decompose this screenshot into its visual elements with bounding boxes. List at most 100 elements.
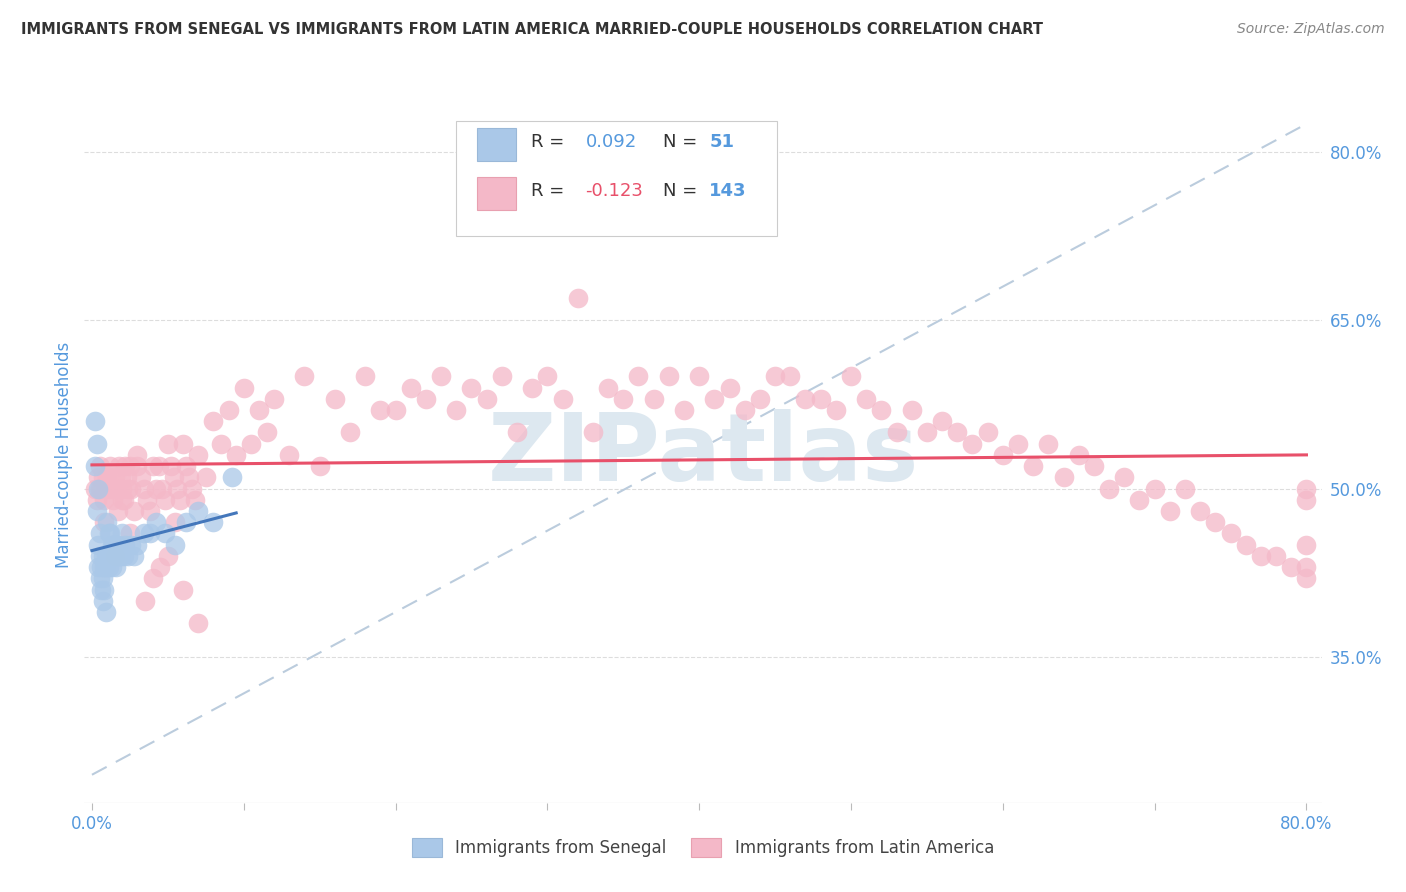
Point [1007, 436, 1029, 450]
Point [127, 459, 149, 474]
Point [1265, 549, 1288, 563]
Point [174, 459, 197, 474]
Point [567, 291, 589, 305]
Point [84, 414, 107, 428]
Point [148, 459, 170, 474]
Point [1234, 538, 1257, 552]
Point [810, 392, 832, 406]
Point [105, 482, 128, 496]
Point [475, 392, 498, 406]
Text: 0.092: 0.092 [585, 133, 637, 151]
Point [1038, 436, 1060, 450]
Point [1295, 571, 1317, 585]
Point [142, 571, 165, 585]
Point [93, 560, 115, 574]
Point [870, 403, 893, 417]
Point [734, 403, 756, 417]
Point [1128, 492, 1150, 507]
Text: N =: N = [664, 133, 703, 151]
Text: -0.123: -0.123 [585, 182, 644, 200]
Point [1159, 504, 1181, 518]
Point [202, 414, 225, 428]
Point [100, 560, 122, 574]
Point [90, 582, 112, 597]
Point [179, 470, 201, 484]
Point [114, 538, 136, 552]
Point [97, 482, 120, 496]
Point [94, 549, 117, 563]
Point [132, 482, 155, 496]
Point [522, 381, 544, 395]
Point [91, 549, 114, 563]
Point [446, 403, 468, 417]
Point [103, 492, 125, 507]
Point [160, 459, 183, 474]
Point [103, 538, 125, 552]
Point [96, 470, 118, 484]
Point [111, 526, 134, 541]
Point [748, 392, 770, 406]
Point [93, 515, 115, 529]
Point [900, 403, 922, 417]
Point [120, 538, 142, 552]
Point [1174, 482, 1197, 496]
Point [491, 369, 513, 384]
Point [598, 381, 620, 395]
Point [1114, 470, 1136, 484]
Point [991, 448, 1014, 462]
Text: N =: N = [664, 182, 703, 200]
Point [87, 482, 110, 496]
Point [194, 470, 217, 484]
Point [91, 594, 114, 608]
Point [232, 381, 254, 395]
Point [110, 470, 132, 484]
Point [582, 425, 605, 440]
Point [354, 369, 377, 384]
Point [142, 459, 165, 474]
Point [169, 492, 191, 507]
Point [643, 392, 665, 406]
Text: 143: 143 [709, 182, 747, 200]
Point [91, 470, 114, 484]
Point [202, 515, 225, 529]
Point [115, 470, 138, 484]
Point [97, 560, 120, 574]
Point [1083, 459, 1105, 474]
Point [962, 436, 984, 450]
Point [104, 470, 127, 484]
Point [117, 549, 139, 563]
Point [104, 549, 127, 563]
Point [209, 436, 232, 450]
Point [87, 470, 110, 484]
Point [187, 616, 209, 631]
Point [240, 436, 263, 450]
Point [256, 425, 278, 440]
Point [132, 526, 155, 541]
Point [172, 436, 194, 450]
Point [1295, 538, 1317, 552]
Point [163, 470, 186, 484]
Point [127, 538, 149, 552]
Point [839, 369, 862, 384]
Point [84, 482, 107, 496]
Point [96, 515, 118, 529]
Point [156, 436, 179, 450]
Point [107, 504, 129, 518]
Point [150, 482, 173, 496]
Point [98, 526, 121, 541]
Y-axis label: Married-couple Households: Married-couple Households [55, 342, 73, 568]
Point [886, 425, 908, 440]
Point [339, 425, 361, 440]
Point [100, 482, 122, 496]
Point [114, 459, 136, 474]
Point [145, 482, 167, 496]
Point [308, 459, 330, 474]
Text: IMMIGRANTS FROM SENEGAL VS IMMIGRANTS FROM LATIN AMERICA MARRIED-COUPLE HOUSEHOL: IMMIGRANTS FROM SENEGAL VS IMMIGRANTS FR… [21, 22, 1043, 37]
Point [551, 392, 574, 406]
Point [93, 492, 115, 507]
Point [124, 549, 146, 563]
Text: ZIPatlas: ZIPatlas [488, 409, 918, 501]
Point [915, 425, 938, 440]
Point [976, 425, 998, 440]
Point [91, 571, 114, 585]
